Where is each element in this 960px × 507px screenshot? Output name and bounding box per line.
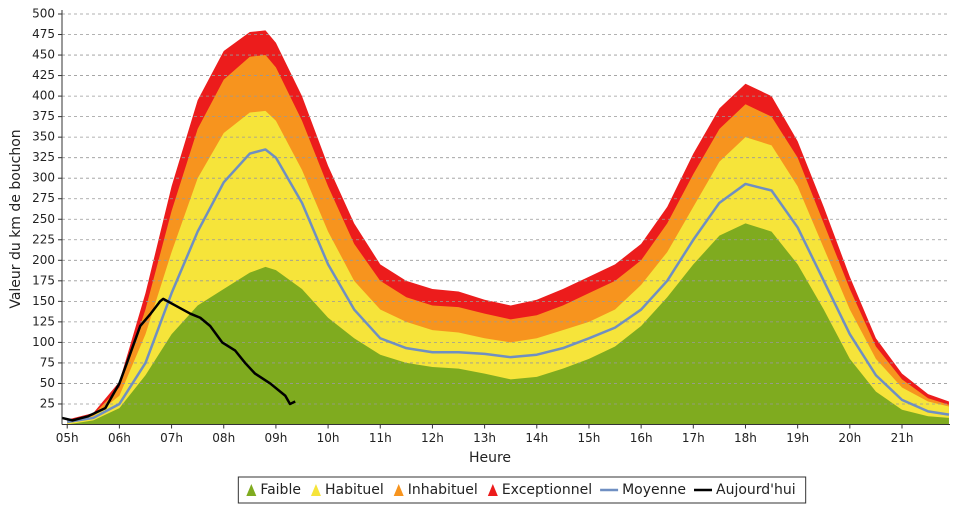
line	[61, 297, 296, 422]
y-tick-label: 375	[32, 109, 55, 123]
x-tick-label: 20h	[838, 431, 861, 445]
y-tick-label: 225	[32, 232, 55, 246]
y-tick-label: 50	[40, 376, 55, 390]
y-tick-label: 425	[32, 68, 55, 82]
y-tick-label: 400	[32, 89, 55, 103]
y-tick-label: 175	[32, 273, 55, 287]
y-tick-label: 100	[32, 335, 55, 349]
y-tick-label: 300	[32, 171, 55, 185]
x-axis-label: Heure	[469, 450, 511, 466]
y-tick-label: 275	[32, 191, 55, 205]
x-tick-label: 06h	[108, 431, 131, 445]
legend-label: Inhabituel	[408, 482, 478, 498]
legend-label: Exceptionnel	[502, 482, 592, 498]
y-tick-label: 350	[32, 130, 55, 144]
y-tick-label: 25	[40, 396, 55, 410]
y-tick-label: 250	[32, 212, 55, 226]
x-tick-label: 18h	[734, 431, 757, 445]
x-tick-label: 11h	[369, 431, 392, 445]
x-tick-label: 13h	[473, 431, 496, 445]
legend-symbol	[246, 484, 257, 496]
x-tick-label: 16h	[630, 431, 653, 445]
y-tick-label: 450	[32, 48, 55, 62]
legend-symbol	[487, 484, 498, 496]
area	[67, 223, 949, 425]
y-tick-label: 325	[32, 150, 55, 164]
y-axis-label: Valeur du km de bouchon	[8, 129, 24, 308]
x-tick-label: 14h	[525, 431, 548, 445]
y-tick-label: 200	[32, 253, 55, 267]
x-tick-label: 07h	[160, 431, 183, 445]
y-tick-label: 150	[32, 294, 55, 308]
y-tick-label: 75	[40, 355, 55, 369]
x-tick-label: 21h	[891, 431, 914, 445]
x-tick-label: 12h	[421, 431, 444, 445]
line	[67, 148, 950, 424]
legend-symbol	[393, 484, 404, 496]
legend-label: Moyenne	[622, 482, 686, 498]
x-tick-label: 09h	[264, 431, 287, 445]
x-tick-label: 19h	[786, 431, 809, 445]
y-tick-label: 475	[32, 27, 55, 41]
x-tick-label: 10h	[317, 431, 340, 445]
legend-label: Faible	[260, 482, 301, 498]
plot-area	[67, 30, 949, 425]
x-tick-label: 08h	[212, 431, 235, 445]
x-tick-label: 15h	[578, 431, 601, 445]
x-tick-label: 17h	[682, 431, 705, 445]
legend: Faible Habituel Inhabituel Exceptionnel Moye…	[237, 476, 807, 504]
y-tick-label: 500	[32, 7, 55, 21]
legend-label: Aujourd'hui	[716, 482, 796, 498]
legend-symbol	[310, 484, 321, 496]
legend-label: Habituel	[325, 482, 384, 498]
y-tick-label: 125	[32, 314, 55, 328]
x-tick-label: 05h	[56, 431, 79, 445]
